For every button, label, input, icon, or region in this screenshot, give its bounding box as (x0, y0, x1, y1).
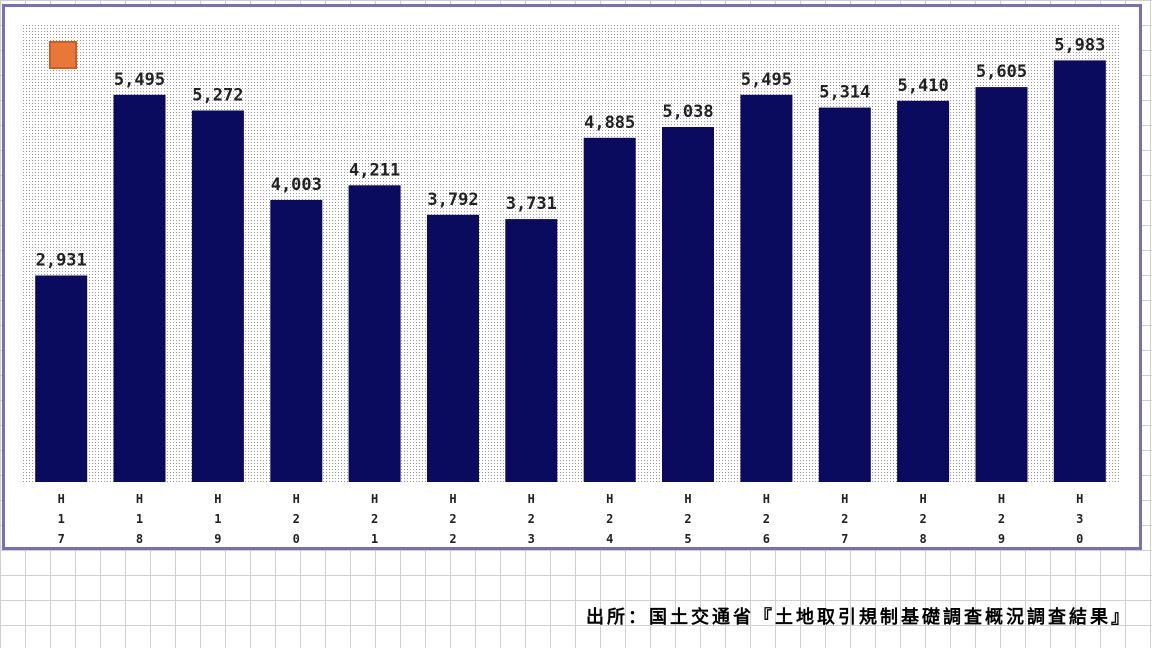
plot-background (22, 24, 1119, 482)
bar-H28 (897, 100, 950, 483)
value-label-H22: 3,792 (427, 190, 478, 210)
bar-H20 (270, 199, 323, 482)
bar-H18 (113, 94, 166, 483)
bar-H26 (740, 94, 793, 483)
bar-H23 (505, 219, 558, 482)
value-label-H26: 5,495 (741, 70, 792, 90)
bar-H19 (191, 110, 244, 482)
bar-H22 (427, 214, 479, 483)
value-label-H28: 5,410 (898, 76, 949, 96)
bar-chart: 2,931 5,495 5,272 4,003 4,211 3,792 3,731 4,885… (22, 24, 1119, 546)
value-label-H30: 5,983 (1054, 35, 1105, 55)
value-label-H24: 4,885 (584, 113, 635, 133)
bar-H25 (662, 127, 714, 482)
bar-H30 (1053, 60, 1106, 483)
value-label-H20: 4,003 (271, 175, 322, 195)
value-label-H23: 3,731 (506, 194, 557, 214)
value-label-H29: 5,605 (976, 62, 1027, 82)
value-label-H21: 4,211 (349, 160, 400, 180)
bar-H29 (975, 87, 1028, 482)
value-label-H18: 5,495 (114, 70, 165, 90)
source-note: 出所：国土交通省『土地取引規制基礎調査概況調査結果』 (586, 607, 1132, 628)
value-label-H17: 2,931 (36, 251, 87, 271)
logo-badge-icon (49, 41, 77, 69)
chart-frame: 2,931 5,495 5,272 4,003 4,211 3,792 3,731 4,885… (2, 4, 1142, 550)
bar-H27 (818, 107, 871, 482)
bar-H24 (583, 137, 636, 483)
value-label-H19: 5,272 (192, 86, 243, 106)
value-label-H27: 5,314 (819, 83, 870, 103)
value-label-H25: 5,038 (662, 102, 713, 122)
bar-H21 (348, 185, 401, 483)
bar-H17 (35, 275, 88, 482)
